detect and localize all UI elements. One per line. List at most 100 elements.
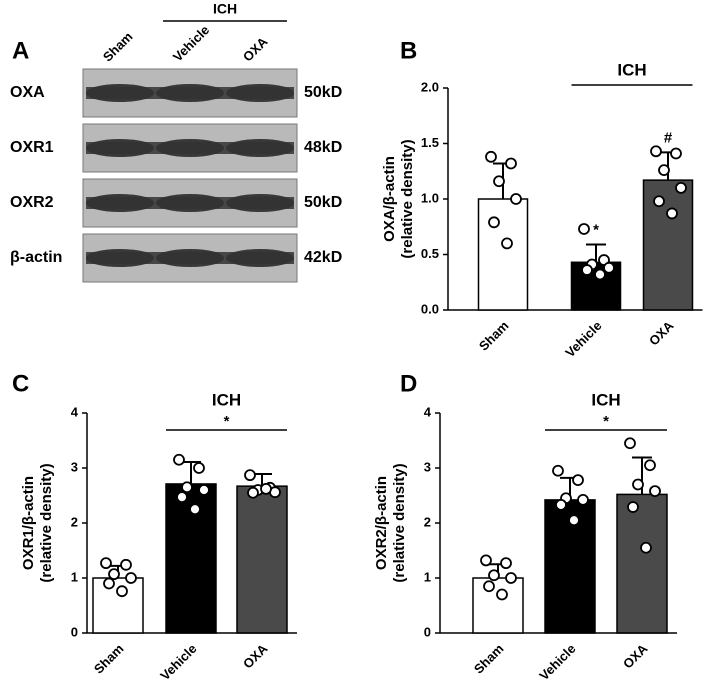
y-tick-label: 0.5 (421, 246, 439, 261)
y-tick-label: 2.0 (421, 79, 439, 94)
y-tick-label: 4 (71, 404, 79, 419)
y-tick-label: 1.5 (421, 135, 439, 150)
data-point (650, 145, 662, 158)
data-point (675, 181, 687, 194)
data-point (640, 541, 652, 554)
bracket-label: ICH (212, 390, 241, 409)
data-point (552, 464, 564, 477)
blot-band (86, 252, 294, 264)
panel-label: C (12, 370, 29, 397)
data-point (181, 481, 193, 494)
significance-mark: # (664, 129, 673, 146)
data-point (505, 572, 517, 584)
size-label: 42kD (304, 249, 342, 266)
data-point (568, 514, 580, 527)
data-point (510, 193, 522, 205)
y-axis-label: OXR2/β-actin (373, 476, 390, 570)
x-tick-label: Sham (476, 318, 512, 354)
significance-mark: * (603, 413, 609, 430)
panel-label: A (12, 37, 29, 64)
data-point (176, 491, 188, 504)
data-point (649, 485, 661, 498)
y-axis-label: (relative density) (391, 463, 408, 582)
lane-label: OXA (240, 34, 271, 65)
data-point (577, 493, 589, 506)
y-tick-label: 3 (71, 459, 78, 474)
group-label: ICH (213, 1, 237, 17)
bracket-label: ICH (617, 60, 646, 79)
x-tick-label: Vehicle (157, 641, 199, 683)
data-point (260, 482, 272, 495)
data-point (125, 572, 137, 584)
bracket-label: ICH (591, 390, 620, 409)
data-point (572, 474, 584, 487)
x-tick-label: OXA (620, 641, 651, 672)
y-axis-label: (relative density) (399, 139, 416, 258)
x-tick-label: Vehicle (562, 318, 604, 360)
data-point (578, 223, 590, 235)
y-tick-label: 0 (424, 624, 431, 639)
y-tick-label: 0.0 (421, 301, 439, 316)
data-point (670, 147, 682, 160)
blot-band (86, 142, 294, 154)
bar (472, 577, 524, 634)
y-tick-label: 3 (424, 459, 431, 474)
bar (616, 493, 668, 634)
x-tick-label: OXA (646, 318, 677, 349)
significance-mark: * (593, 221, 599, 238)
size-label: 48kD (304, 139, 342, 156)
bar (477, 198, 529, 311)
data-point (485, 150, 497, 163)
bar (92, 577, 144, 634)
data-point (594, 268, 606, 281)
data-point (500, 557, 512, 570)
y-tick-label: 2 (71, 514, 78, 529)
data-point (483, 580, 495, 593)
lane-label: Sham (100, 29, 136, 65)
blot-band (86, 87, 294, 99)
data-point (173, 453, 185, 466)
y-tick-label: 0 (71, 624, 78, 639)
y-axis-label: OXR1/β-actin (20, 476, 37, 570)
bar (236, 485, 288, 634)
data-point (116, 585, 128, 598)
size-label: 50kD (304, 194, 342, 211)
protein-label: OXA (10, 84, 45, 101)
data-point (632, 478, 644, 491)
data-point (493, 175, 505, 188)
data-point (189, 503, 201, 516)
data-point (108, 568, 120, 581)
y-axis-label: (relative density) (38, 463, 55, 582)
data-point (488, 569, 500, 582)
size-label: 50kD (304, 84, 342, 101)
lane-label: Vehicle (170, 22, 212, 64)
data-point (644, 459, 656, 472)
bar (642, 179, 694, 311)
y-tick-label: 1 (424, 569, 431, 584)
data-point (624, 437, 636, 450)
y-axis-label: OXA/β-actin (381, 156, 398, 242)
data-point (627, 501, 639, 513)
x-tick-label: Sham (471, 641, 507, 677)
data-point (658, 164, 670, 177)
y-tick-label: 1 (71, 569, 78, 584)
protein-label: β-actin (10, 249, 62, 266)
data-point (581, 264, 593, 276)
data-point (488, 216, 500, 229)
y-tick-label: 4 (424, 404, 432, 419)
blot-band (86, 197, 294, 209)
data-point (505, 157, 517, 170)
data-point (496, 588, 508, 601)
data-point (666, 207, 678, 220)
panel-label: B (400, 37, 417, 64)
data-point (193, 462, 205, 474)
data-point (653, 195, 665, 208)
panel-label: D (400, 370, 417, 397)
y-tick-label: 1.0 (421, 190, 439, 205)
data-point (120, 558, 132, 571)
data-point (103, 577, 115, 590)
data-point (555, 498, 567, 511)
significance-mark: * (224, 413, 230, 430)
data-point (501, 237, 513, 250)
